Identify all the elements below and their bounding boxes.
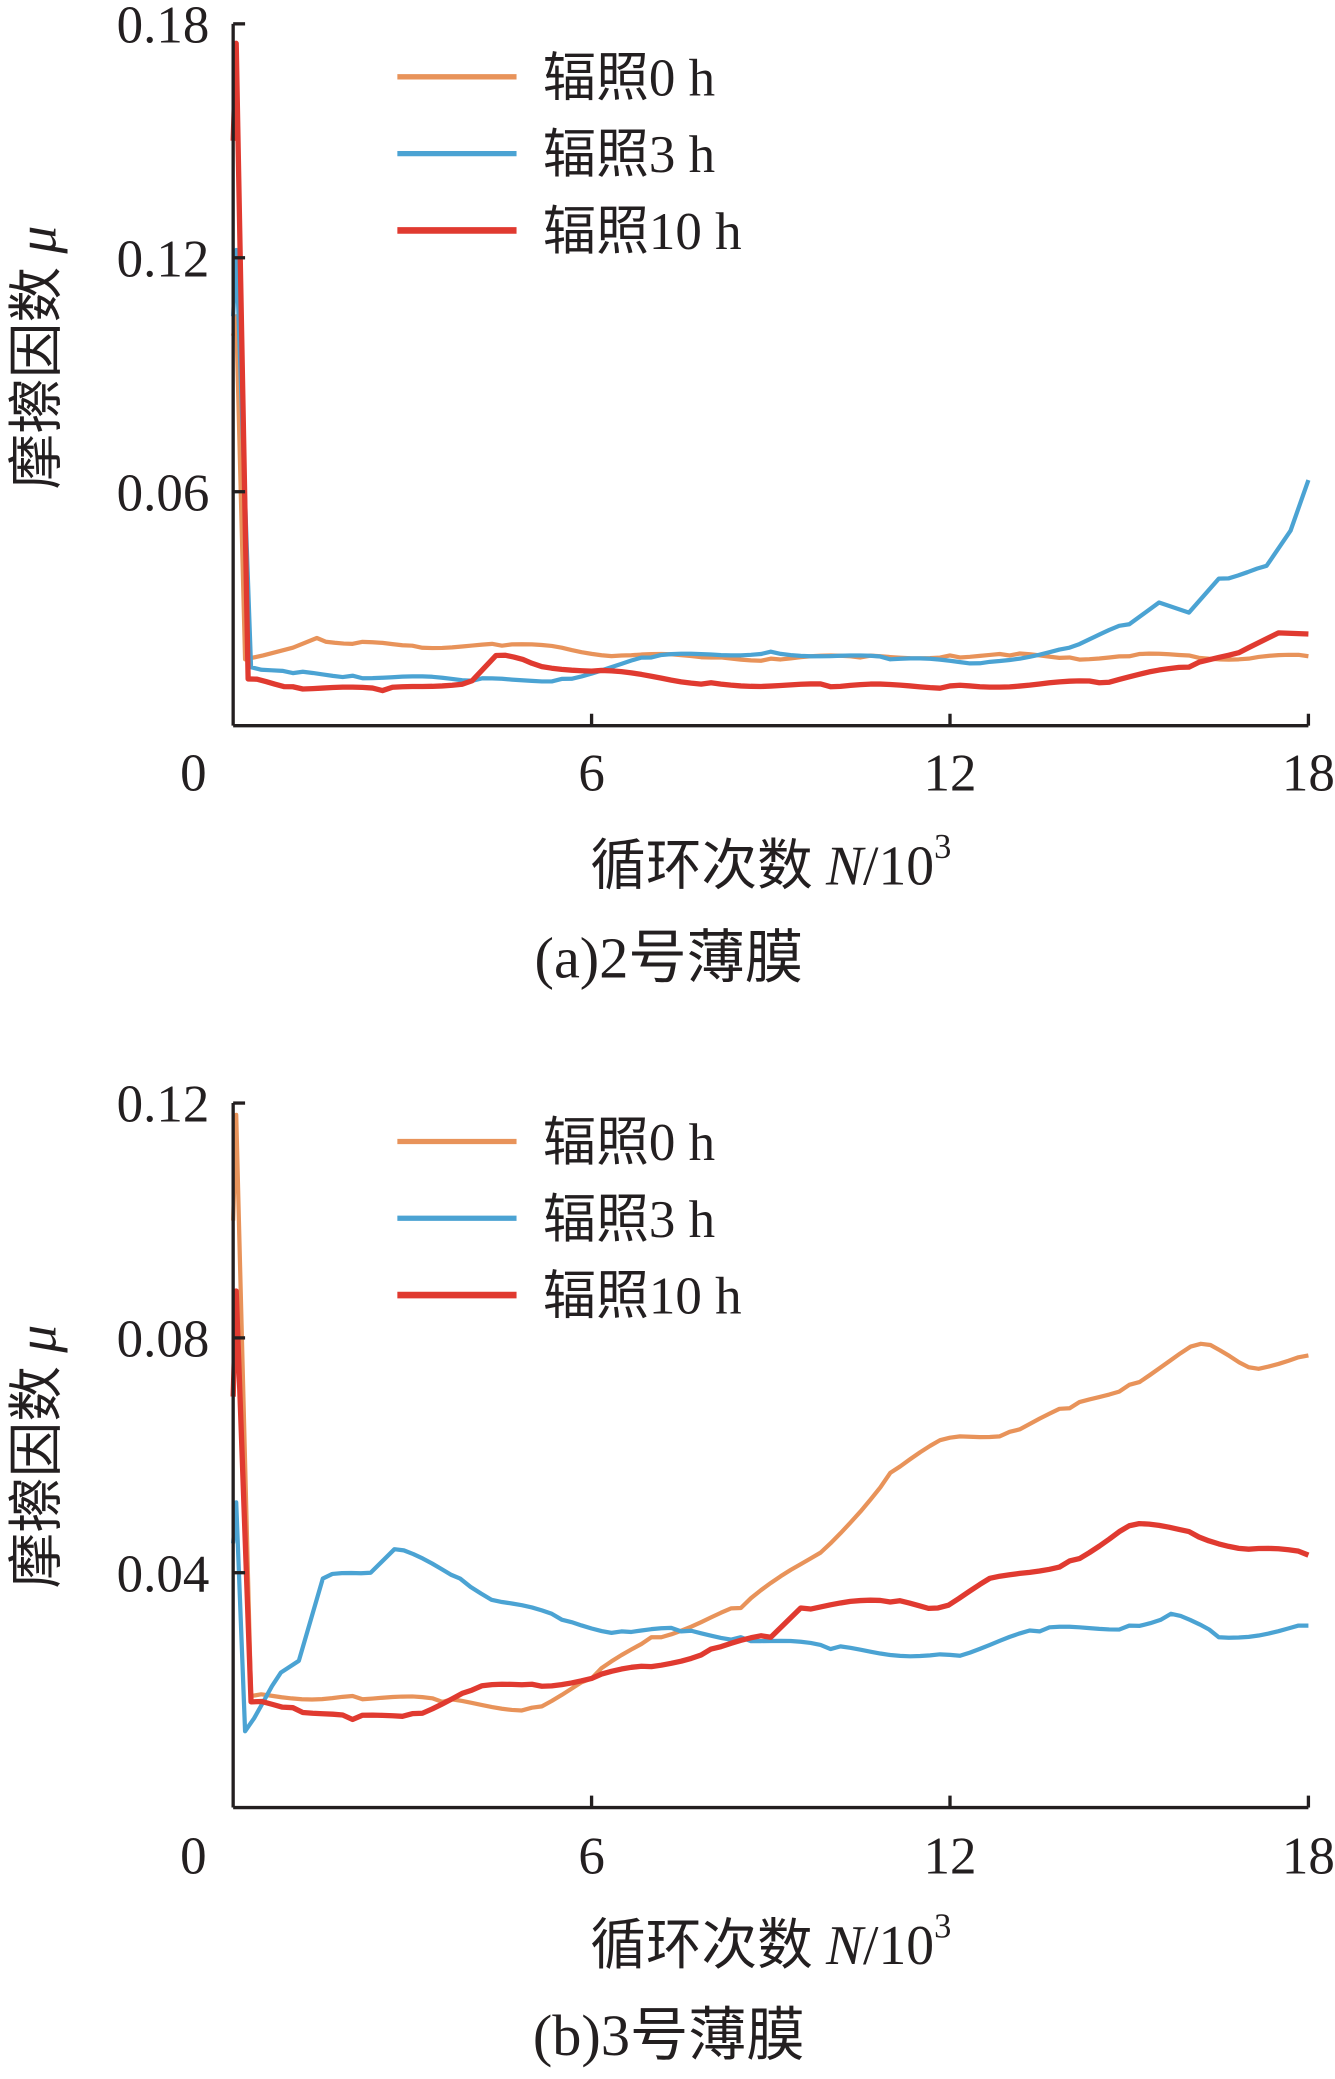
x-axis-label-unit: /10 [863, 836, 934, 898]
x-tick-label: 6 [578, 1828, 604, 1886]
x-axis-label-exp: 3 [934, 1907, 951, 1945]
x-tick-label: 18 [1282, 1828, 1335, 1886]
y-axis-label-var: μ [7, 226, 69, 255]
y-axis-label: 摩擦因数 μ [7, 1325, 69, 1589]
series-line-1 [231, 1500, 1309, 1734]
x-tick-label: 0 [180, 745, 206, 803]
x-tick-label: 12 [924, 745, 977, 803]
y-axis-label-var: μ [7, 1325, 69, 1354]
x-axis-label-var: N [825, 836, 866, 898]
series-line-0 [231, 314, 1309, 663]
x-axis-label-text: 循环次数 [590, 1915, 812, 1977]
y-tick-label: 0.18 [117, 0, 210, 54]
x-axis-label: 循环次数 N/103 [590, 828, 951, 897]
y-tick-label: 0.12 [117, 230, 210, 288]
legend-label-0: 辐照0 h [543, 49, 715, 107]
y-tick-label: 0.06 [117, 464, 210, 522]
series-line-1 [231, 247, 1311, 684]
series-line-2 [230, 40, 1309, 694]
series-line-2 [230, 1288, 1310, 1723]
chart-panel-a: 0 6 12 18 0.06 0.12 0.18 辐照0 h 辐照3 h 辐照10 h 循环次数 N/… [7, 0, 1335, 990]
x-axis-label-unit: /10 [863, 1915, 934, 1977]
x-tick-label: 18 [1282, 745, 1335, 803]
x-tick-label: 12 [924, 1828, 977, 1886]
x-tick-label: 6 [578, 745, 604, 803]
x-axis-label-var: N [825, 1915, 866, 1977]
legend-label-2: 辐照10 h [543, 1268, 742, 1326]
series-line-0 [231, 1112, 1309, 1713]
legend-label-2: 辐照10 h [543, 203, 742, 261]
legend-label-1: 辐照3 h [543, 126, 715, 184]
x-axis-label-exp: 3 [934, 828, 951, 866]
y-axis-label: 摩擦因数 μ [7, 226, 69, 490]
legend-label-0: 辐照0 h [543, 1114, 715, 1172]
x-axis-label-text: 循环次数 [590, 836, 812, 898]
x-tick-label: 0 [180, 1828, 206, 1886]
y-axis-label-text: 摩擦因数 [7, 1366, 69, 1588]
y-axis-label-text: 摩擦因数 [7, 267, 69, 489]
figure-caption: (b)3号薄膜 [533, 2003, 805, 2068]
legend-label-1: 辐照3 h [543, 1191, 715, 1249]
x-axis-label: 循环次数 N/103 [590, 1907, 951, 1976]
figure-caption: (a)2号薄膜 [535, 925, 804, 990]
y-tick-label: 0.12 [117, 1076, 210, 1134]
chart-panel-b: 0 6 12 18 0.04 0.08 0.12 辐照0 h 辐照3 h 辐照10 h 循环次数 N/… [7, 1076, 1335, 2069]
y-tick-label: 0.04 [117, 1545, 210, 1603]
y-tick-label: 0.08 [117, 1310, 210, 1368]
